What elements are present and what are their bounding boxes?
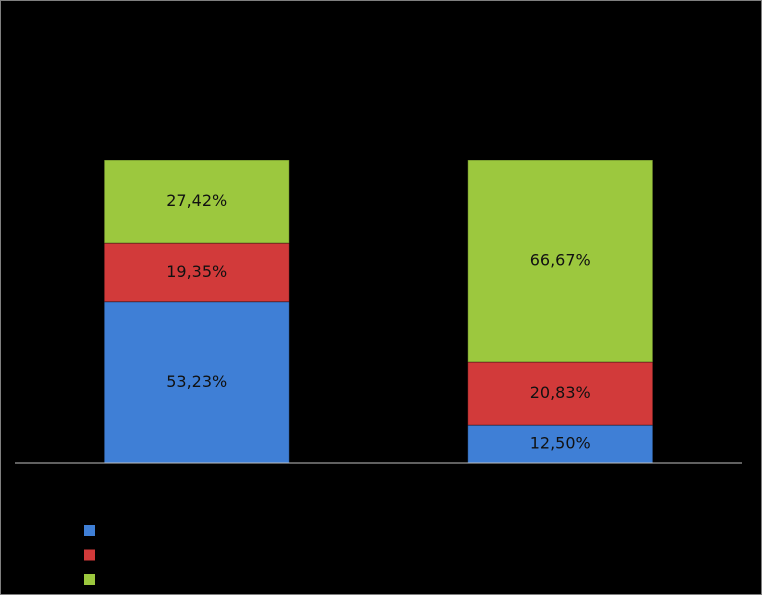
value-label: 53,23%: [166, 372, 227, 391]
bar-segment: [103, 159, 290, 244]
legend-marker: [84, 525, 95, 536]
bar-segment: [467, 159, 654, 363]
legend-marker: [84, 549, 95, 561]
value-label: 66,67%: [530, 251, 591, 270]
value-label: 20,83%: [530, 383, 591, 402]
bar-segment: [103, 301, 290, 464]
bar-segment: [467, 361, 654, 426]
value-label: 27,42%: [166, 191, 227, 210]
value-label: 19,35%: [166, 262, 227, 281]
legend-marker: [84, 574, 95, 585]
value-label: 12,50%: [530, 434, 591, 453]
